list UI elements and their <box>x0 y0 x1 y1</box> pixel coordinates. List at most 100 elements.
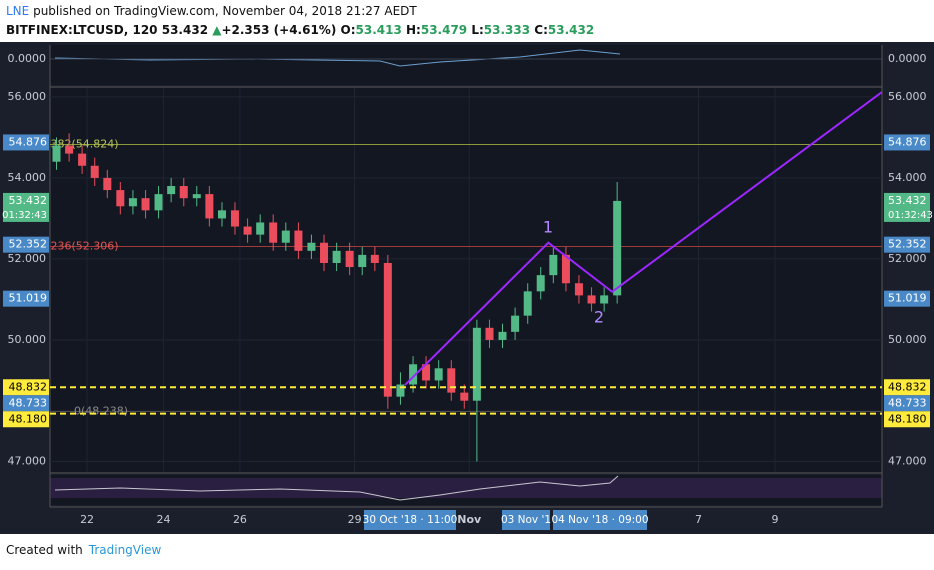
price-tag <box>884 379 930 396</box>
x-tick-label: 9 <box>771 513 778 526</box>
fib-label: 0.382(54.824) <box>40 138 119 151</box>
x-tick-label: 29 <box>348 513 362 526</box>
y-tick-label: 56.000 <box>888 90 927 103</box>
candle-body <box>523 291 532 316</box>
price-tag-label: 52.352 <box>888 238 927 251</box>
ohlc-key: L: <box>471 23 484 37</box>
price-tag <box>3 395 49 412</box>
y-tick-label: 52.000 <box>8 252 47 265</box>
price-tag <box>884 192 930 209</box>
rsi-line <box>54 475 619 501</box>
candle-body <box>447 368 456 393</box>
price-tag-label: 48.832 <box>888 380 927 393</box>
candle-body <box>536 275 545 292</box>
oscillator-label: 0.0000 <box>8 52 47 65</box>
price-tag-label: 53.432 <box>888 194 927 207</box>
candle-body <box>320 242 329 263</box>
candle-body <box>217 210 226 219</box>
price-tag-label: 54.876 <box>9 135 48 148</box>
y-tick-label: 52.000 <box>888 252 927 265</box>
oscillator-pane <box>50 45 882 85</box>
candle-body <box>472 327 481 401</box>
y-tick-label: 50.000 <box>888 333 927 346</box>
price-tag <box>3 192 49 209</box>
candle-body <box>307 242 316 251</box>
candle-body <box>511 315 520 332</box>
candle-body <box>128 198 137 207</box>
chart: 0.0000 0.0000 0.382(54.824) 0.236(52.306)… <box>0 42 934 534</box>
candle-body <box>370 254 379 263</box>
time-tooltip <box>553 510 647 530</box>
countdown-tag <box>884 207 930 222</box>
candle-body <box>574 283 583 296</box>
ohlc-key: H: <box>406 23 421 37</box>
footer: Created with TradingView <box>6 543 161 557</box>
y-tick-label: 47.000 <box>8 454 47 467</box>
created-with: Created with <box>6 543 83 557</box>
fib-label: 0.236(52.306) <box>40 240 119 253</box>
candle-body <box>269 222 278 243</box>
candle-body <box>65 145 74 154</box>
candle-body <box>116 190 125 207</box>
y-tick-label: 54.000 <box>888 171 927 184</box>
candle-body <box>256 222 265 235</box>
wave-label: 1 <box>543 218 553 237</box>
candle-body <box>78 153 87 166</box>
last-price: 53.432 <box>161 23 209 37</box>
candle-body <box>179 186 188 199</box>
candle-body <box>230 210 239 227</box>
candle-body <box>409 364 418 385</box>
oscillator-label: 0.0000 <box>888 52 927 65</box>
wave-label: 2 <box>594 308 604 327</box>
candle-body <box>281 230 290 243</box>
rsi-band <box>50 478 882 498</box>
price-tag <box>884 290 930 307</box>
candle-body <box>587 295 596 304</box>
candle-body <box>205 194 214 219</box>
price-tag-label: 54.876 <box>888 135 927 148</box>
x-tick-label: 24 <box>157 513 171 526</box>
candle-body <box>396 384 405 397</box>
price-tag-label: 48.180 <box>9 412 48 425</box>
candle-body <box>52 145 61 162</box>
brand[interactable]: TradingView <box>88 543 162 557</box>
price-tag <box>3 290 49 307</box>
countdown: 01:32:43 <box>2 210 47 221</box>
candle-body <box>434 368 443 381</box>
price-tag-label: 48.733 <box>888 396 927 409</box>
ohlc-value: 53.432 <box>547 23 595 37</box>
publish-line: LNE published on TradingView.com, Novemb… <box>6 2 594 20</box>
header: LNE published on TradingView.com, Novemb… <box>6 2 594 40</box>
time-tooltip <box>502 510 550 530</box>
symbol: BITFINEX:LTCUSD, 120 <box>6 23 158 37</box>
time-tooltip-label: 30 Oct '18 · 11:00 <box>363 514 458 526</box>
y-tick-label: 50.000 <box>8 333 47 346</box>
time-tooltip-label: 03 Nov '1 <box>501 514 551 526</box>
y-tick-label: 56.000 <box>8 90 47 103</box>
price-tag <box>3 411 49 428</box>
published: published on TradingView.com, November 0… <box>33 4 417 18</box>
author[interactable]: LNE <box>6 4 30 18</box>
countdown-tag <box>3 207 49 222</box>
change-arrow: ▲ <box>212 23 222 37</box>
price-tag-label: 48.832 <box>9 380 48 393</box>
candle-body <box>600 295 609 304</box>
x-tick-label: 26 <box>233 513 247 526</box>
candle-body <box>358 254 367 268</box>
price-tag <box>884 236 930 253</box>
candle-body <box>498 331 507 340</box>
x-tick-label: Nov <box>457 513 482 526</box>
fib-label: 0(48.238) <box>74 404 128 417</box>
change: +2.353 (+4.61%) <box>221 23 337 37</box>
symbol-line: BITFINEX:LTCUSD, 120 53.432 ▲+2.353 (+4.… <box>6 20 594 40</box>
candle-body <box>141 198 150 211</box>
y-tick-label: 54.000 <box>8 171 47 184</box>
ohlc-key: O: <box>340 23 356 37</box>
candle-body <box>243 226 252 235</box>
candle-body <box>192 194 201 199</box>
ohlc-value: 53.333 <box>483 23 531 37</box>
candle-body <box>460 392 469 401</box>
price-tag-label: 51.019 <box>888 292 927 305</box>
candle-body <box>167 186 176 195</box>
